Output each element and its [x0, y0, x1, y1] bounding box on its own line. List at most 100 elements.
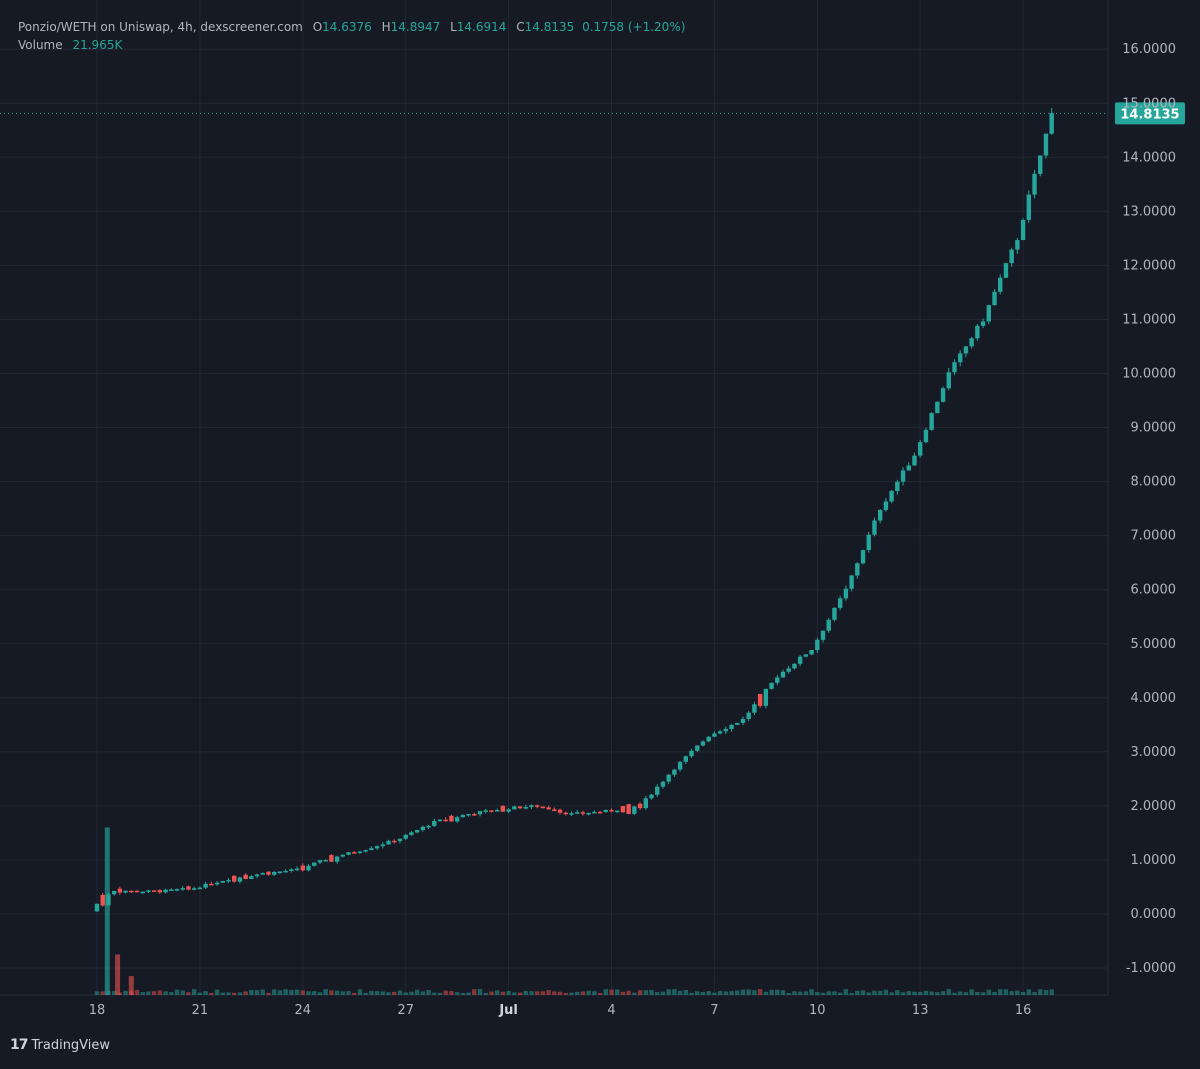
candle-body — [403, 834, 408, 839]
volume-bar — [266, 992, 271, 995]
volume-bar — [437, 992, 443, 995]
volume-bar — [203, 991, 208, 995]
volume-bar — [260, 989, 265, 995]
candle-body — [820, 630, 826, 640]
volume-bar — [489, 991, 494, 995]
candle-body — [203, 883, 208, 888]
volume-spike — [115, 954, 121, 995]
candle-body — [237, 877, 243, 882]
volume-bar — [329, 990, 334, 995]
volume-bar — [609, 989, 614, 995]
volume-bar — [757, 989, 763, 995]
volume-bar — [180, 990, 185, 995]
candle-body — [695, 745, 700, 751]
y-tick-label: -1.0000 — [1126, 961, 1176, 976]
candle-body — [454, 817, 460, 822]
volume-bar — [786, 992, 791, 995]
y-tick-label: 9.0000 — [1131, 421, 1177, 436]
volume-bar — [146, 991, 151, 995]
candle-body — [123, 890, 128, 893]
volume-bar — [912, 991, 917, 995]
x-tick-label: 24 — [295, 1003, 312, 1018]
candle-body — [397, 838, 403, 842]
volume-bar — [723, 991, 729, 995]
high-value: 14.8947 — [390, 20, 441, 34]
volume-bar — [323, 989, 328, 995]
candle-body — [489, 810, 494, 812]
volume-bar — [729, 990, 734, 995]
candle-body — [111, 890, 117, 895]
volume-bar — [637, 990, 643, 995]
volume-bar — [940, 991, 946, 995]
candle-body — [369, 848, 374, 851]
candle-body — [775, 677, 780, 683]
tradingview-logo[interactable]: 17 TradingView — [10, 1037, 110, 1053]
y-tick-label: 3.0000 — [1131, 745, 1177, 760]
volume-bar — [409, 991, 414, 995]
volume-bar — [289, 989, 294, 995]
candle-body — [146, 890, 151, 892]
volume-bar — [294, 989, 300, 995]
volume-bar — [883, 989, 889, 995]
volume-bar — [752, 990, 757, 995]
candle-body — [592, 811, 597, 814]
candle-body — [569, 813, 574, 815]
candle-body — [163, 889, 168, 893]
candle-body — [209, 883, 214, 886]
volume-bar — [432, 992, 437, 995]
last-price-badge — [1115, 102, 1185, 125]
volume-bar — [649, 989, 654, 995]
volume-bar — [946, 989, 951, 995]
volume-bar — [460, 992, 466, 995]
candle-body — [563, 812, 568, 815]
candle-body — [923, 429, 929, 443]
volume-bar — [449, 991, 454, 995]
volume-bar — [975, 992, 980, 995]
volume-bar — [575, 991, 580, 995]
candle-body — [432, 820, 437, 826]
candle-body — [294, 868, 300, 871]
volume-bar — [952, 992, 957, 995]
volume-bar — [666, 989, 671, 995]
volume-bar — [254, 990, 260, 995]
candle-body — [918, 442, 923, 456]
candle-body — [655, 786, 660, 795]
volume-bar — [512, 992, 517, 995]
candle-body — [352, 852, 357, 854]
candle-body — [392, 840, 397, 843]
candle-body — [677, 761, 683, 770]
change-value: 0.1758 (+1.20%) — [582, 20, 686, 34]
candle-body — [963, 346, 969, 354]
volume-bar — [992, 991, 997, 995]
candle-body — [374, 846, 380, 849]
candle-body — [306, 865, 311, 871]
volume-bar — [980, 992, 986, 995]
candle-body — [1003, 263, 1009, 278]
candle-body — [746, 712, 751, 719]
volume-value: 21.965K — [72, 38, 123, 52]
volume-bar — [1043, 989, 1049, 995]
volume-bar — [855, 990, 860, 995]
volume-bar — [500, 991, 506, 995]
y-tick-label: 0.0000 — [1131, 907, 1177, 922]
candle-body — [586, 812, 591, 815]
candle-body — [757, 693, 763, 706]
volume-bar — [837, 992, 843, 995]
volume-bar — [454, 992, 460, 995]
volume-bar — [237, 992, 243, 995]
volume-bar — [209, 992, 214, 995]
volume-bar — [443, 990, 448, 995]
candle-body — [803, 654, 809, 657]
candle-body — [946, 372, 951, 389]
volume-bar — [517, 992, 523, 995]
y-tick-label: 11.0000 — [1122, 312, 1176, 327]
candle-body — [935, 401, 940, 414]
volume-bar — [832, 991, 837, 995]
volume-bar — [580, 991, 586, 995]
volume-bar — [592, 991, 597, 995]
candle-body — [1032, 173, 1037, 195]
candle-body — [214, 882, 220, 885]
volume-spike — [104, 827, 110, 995]
